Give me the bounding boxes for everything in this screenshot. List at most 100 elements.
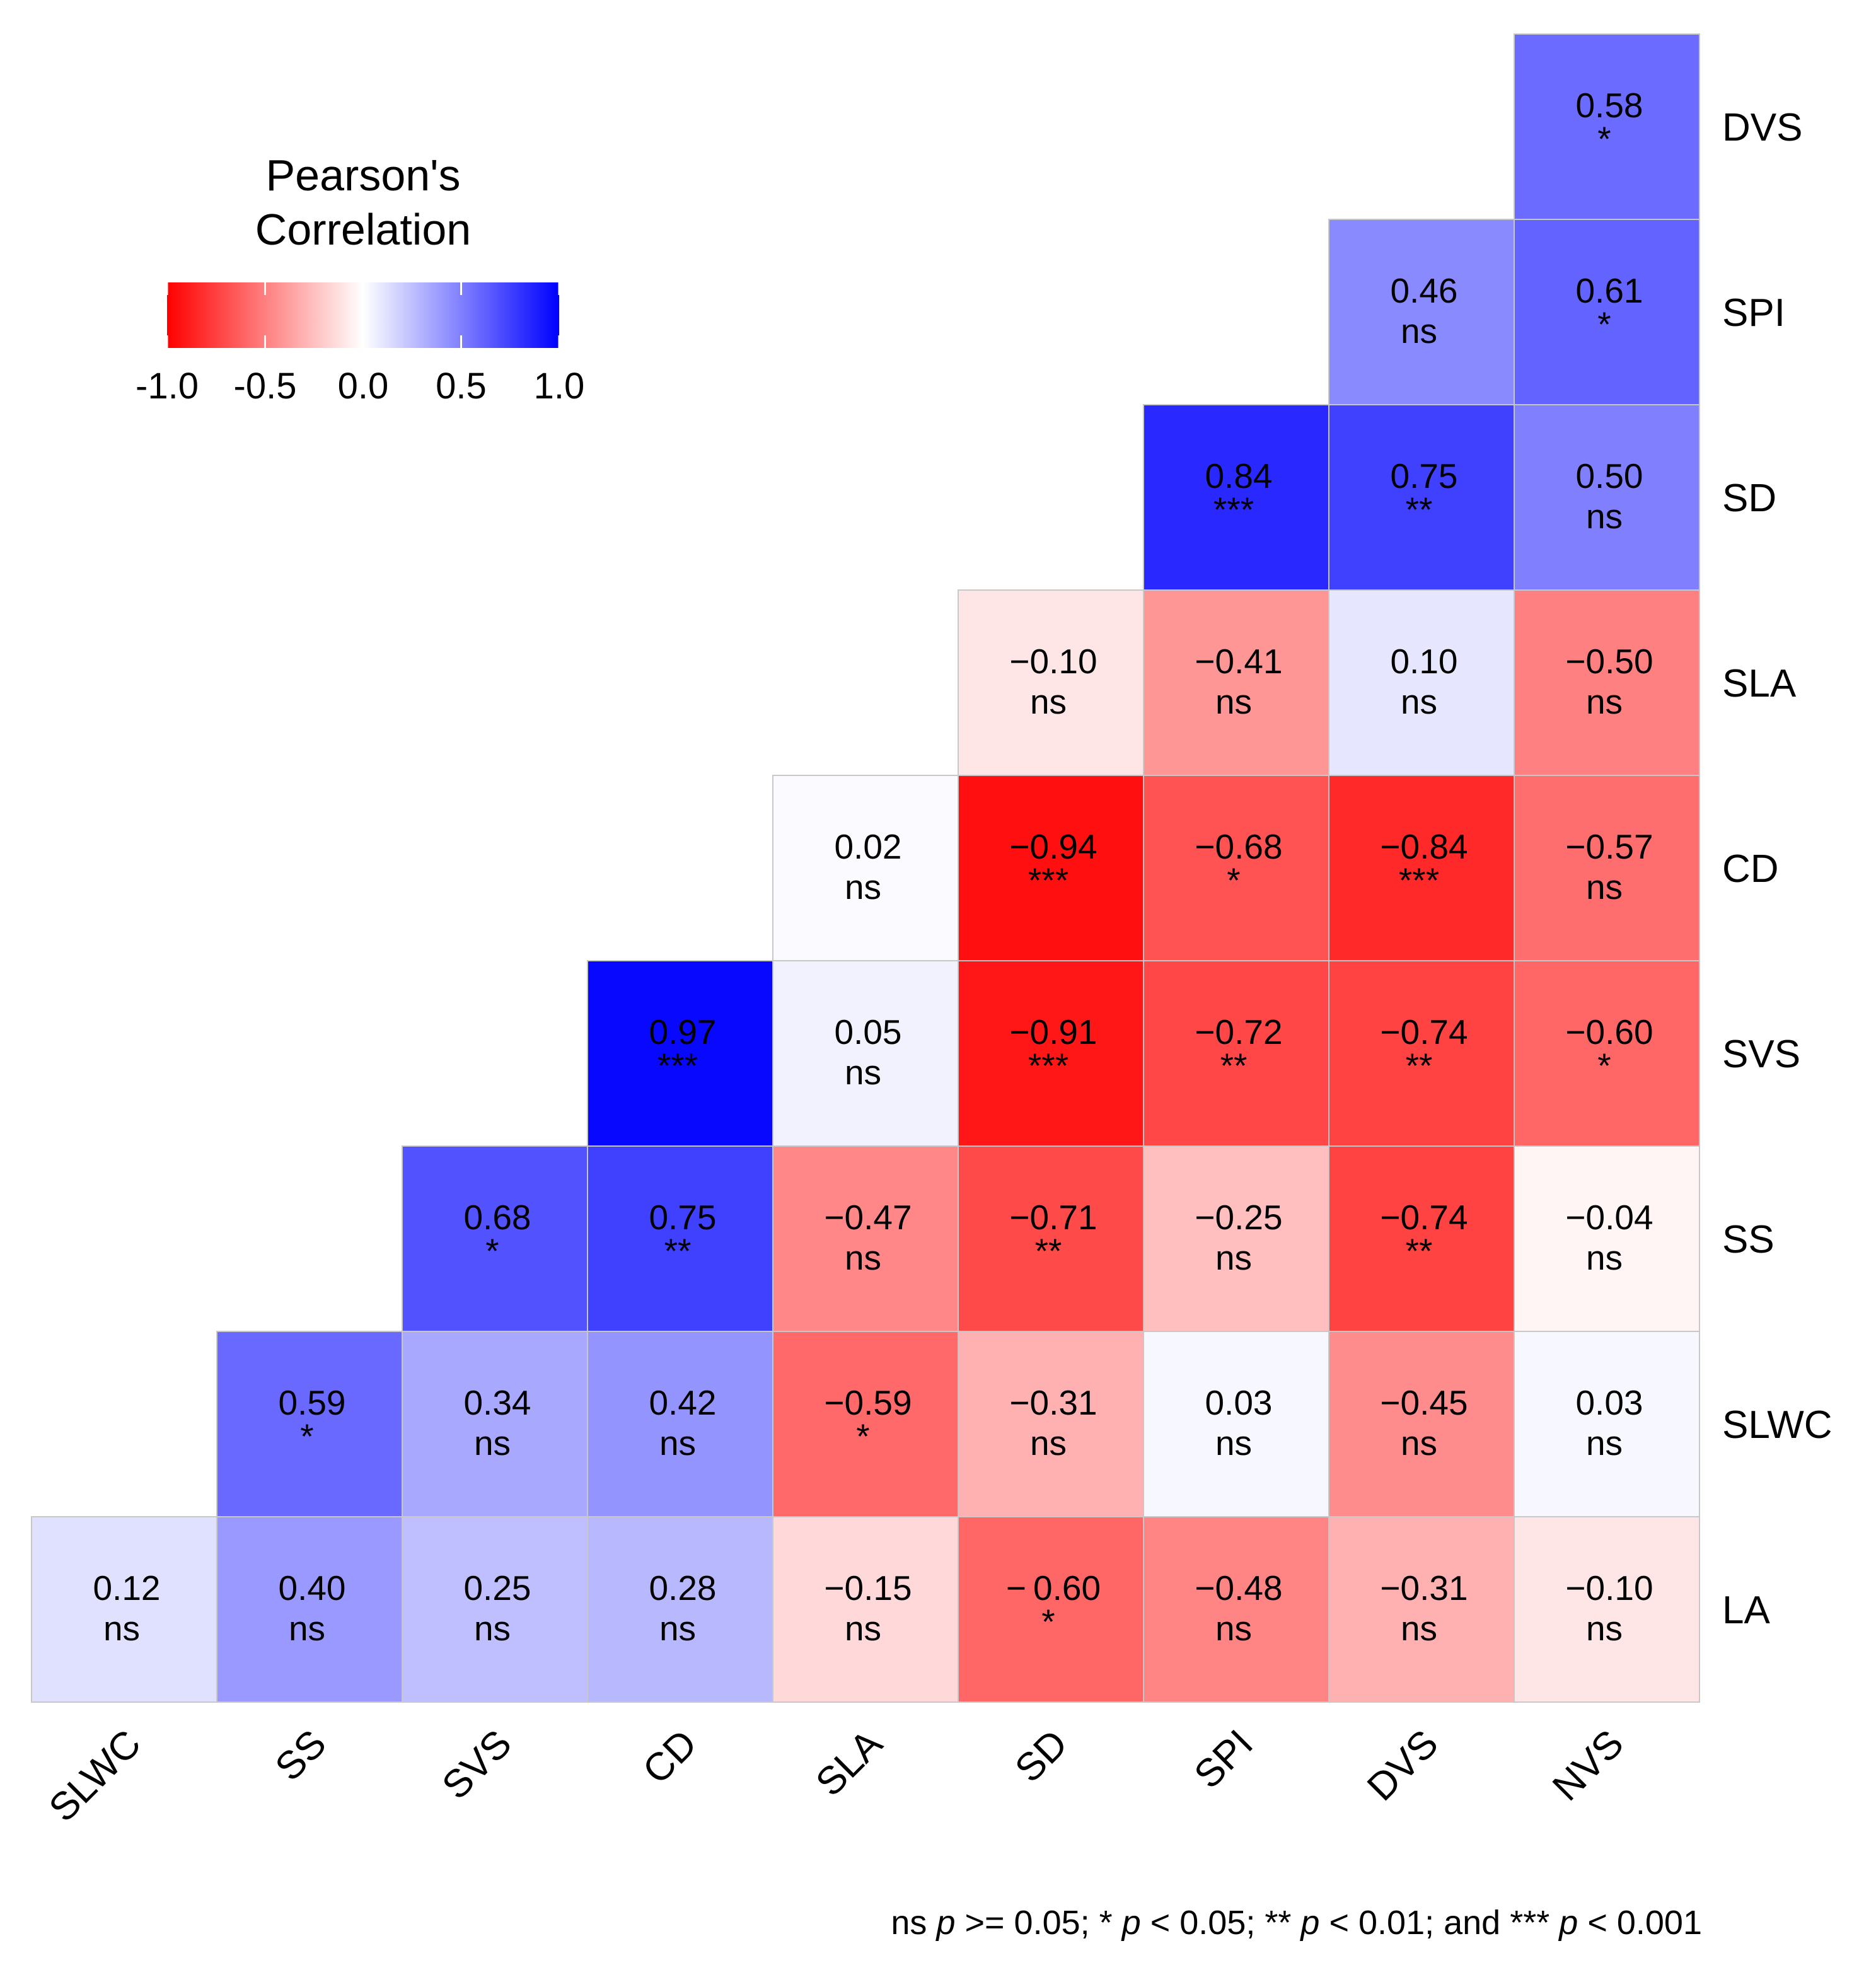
footnote-p1: p <box>935 1904 955 1942</box>
cell-significance-label: * <box>1597 304 1611 344</box>
legend-title-line1: Pearson's <box>265 151 460 200</box>
footnote-part3: < 0.05; ** <box>1141 1904 1301 1942</box>
cell-rect <box>1514 1331 1700 1517</box>
cell-value-label: 0.75 <box>1390 456 1457 495</box>
cell-rect <box>1143 404 1329 591</box>
legend: Pearson's Correlation -1.0 -0.5 0.0 0.5 1.0 <box>136 151 584 407</box>
footnote-p3: p <box>1299 1904 1319 1942</box>
cell-significance-label: ns <box>1215 1423 1252 1463</box>
cell-value-label: −0.15 <box>824 1568 912 1608</box>
cell-value-label: −0.47 <box>824 1198 912 1237</box>
y-axis-label: CD <box>1722 847 1779 891</box>
cell-significance-label: ns <box>1215 1238 1252 1277</box>
cell-value-label: −0.72 <box>1195 1012 1282 1052</box>
x-axis-label: NVS <box>1544 1722 1632 1809</box>
cell-value-label: −0.57 <box>1565 827 1653 866</box>
cell-rect <box>1514 1516 1700 1703</box>
y-axis-label: SPI <box>1722 291 1785 335</box>
legend-tick-label: 0.5 <box>436 366 487 407</box>
cell-rect <box>1514 219 1700 405</box>
cell-rect <box>402 1331 588 1517</box>
heatmap-cell: 0.97*** <box>587 960 773 1147</box>
cell-rect <box>1143 1145 1329 1332</box>
footnote-p2: p <box>1121 1904 1141 1942</box>
cell-significance-label: ns <box>103 1609 140 1648</box>
cell-value-label: 0.40 <box>278 1568 345 1608</box>
cell-significance-label: ns <box>845 1609 881 1648</box>
legend-tick-label: 0.0 <box>338 366 389 407</box>
cell-value-label: 0.61 <box>1575 271 1643 310</box>
cell-value-label: −0.91 <box>1009 1012 1097 1052</box>
cell-value-label: −0.84 <box>1380 827 1468 866</box>
y-axis-label: SVS <box>1722 1033 1800 1076</box>
heatmap-cell: −0.60* <box>1514 960 1700 1147</box>
cell-significance-label: * <box>1227 860 1240 900</box>
cell-value-label: 0.25 <box>463 1568 531 1608</box>
legend-ticks: -1.0 -0.5 0.0 0.5 1.0 <box>136 282 584 407</box>
x-axis-label: DVS <box>1359 1722 1447 1809</box>
cell-significance-label: ns <box>1030 682 1067 721</box>
cell-significance-label: ns <box>1401 311 1437 351</box>
heatmap-cell: −0.68* <box>1143 775 1329 961</box>
cell-rect <box>216 1516 403 1703</box>
cell-value-label: 0.02 <box>834 827 901 866</box>
cell-rect <box>1514 960 1700 1147</box>
cell-significance-label: ** <box>1035 1231 1062 1270</box>
heatmap-cell: 0.58* <box>1514 33 1700 220</box>
cell-significance-label: *** <box>1028 1046 1068 1085</box>
cell-rect <box>1143 1516 1329 1703</box>
cell-rect <box>958 1516 1144 1703</box>
cell-significance-label: ns <box>659 1609 696 1648</box>
heatmap-cell: −0.94*** <box>958 775 1144 961</box>
x-axis-label: SLA <box>808 1722 891 1805</box>
cell-value-label: −0.10 <box>1009 642 1097 681</box>
cell-value-label: −0.41 <box>1195 642 1282 681</box>
cell-value-label: −0.71 <box>1009 1198 1097 1237</box>
footnote-part1: ns <box>891 1904 936 1942</box>
cell-rect <box>1328 589 1515 776</box>
cell-rect <box>772 1331 959 1517</box>
heatmap-cell: −0.71** <box>958 1145 1144 1332</box>
legend-tick-label: -0.5 <box>234 366 297 407</box>
cell-value-label: −0.50 <box>1565 642 1653 681</box>
cell-significance-label: ns <box>845 1053 881 1092</box>
heatmap-cell: 0.59* <box>216 1331 403 1517</box>
cell-rect <box>1328 1516 1515 1703</box>
heatmap-cell: −0.91*** <box>958 960 1144 1147</box>
cell-value-label: −0.31 <box>1380 1568 1468 1608</box>
cell-value-label: − 0.60 <box>1006 1568 1101 1608</box>
cell-significance-label: * <box>1597 1046 1611 1085</box>
cell-value-label: −0.68 <box>1195 827 1282 866</box>
cell-rect <box>1514 404 1700 591</box>
cell-value-label: 0.68 <box>463 1198 531 1237</box>
legend-tick-label: 1.0 <box>534 366 585 407</box>
cell-value-label: −0.94 <box>1009 827 1097 866</box>
heatmap-cell: −0.74** <box>1328 1145 1515 1332</box>
cell-value-label: 0.46 <box>1390 271 1457 310</box>
cell-significance-label: ns <box>474 1423 511 1463</box>
cell-significance-label: ns <box>1401 1609 1437 1648</box>
x-axis-label: SD <box>1007 1722 1076 1791</box>
cell-rect <box>216 1331 403 1517</box>
cell-value-label: 0.42 <box>649 1383 716 1422</box>
x-axis-labels: SLWC SS SVS CD SLA SD SPI DVS NVS <box>41 1722 1632 1831</box>
cell-rect <box>1143 1331 1329 1517</box>
x-axis-label: SPI <box>1186 1722 1261 1797</box>
cell-significance-label: ns <box>1586 1423 1623 1463</box>
